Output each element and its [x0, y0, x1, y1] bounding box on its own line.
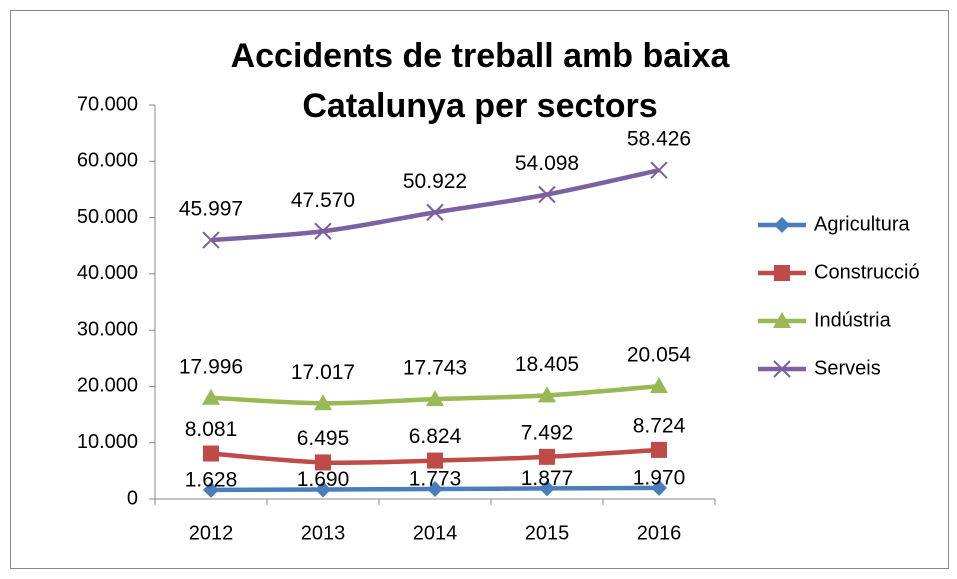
marker-shape	[773, 360, 791, 378]
chart-title: Accidents de treball amb baixa Catalunya …	[231, 37, 731, 125]
marker-shape	[202, 388, 220, 405]
marker	[538, 386, 556, 403]
data-label: 50.922	[403, 170, 467, 193]
marker-shape	[315, 481, 331, 498]
data-label: 7.492	[521, 421, 574, 444]
legend-label: Serveis	[814, 357, 881, 379]
marker	[650, 377, 668, 394]
data-label: 45.997	[179, 198, 243, 221]
marker	[314, 394, 332, 411]
data-label: 6.495	[297, 427, 350, 450]
data-label: 6.824	[409, 425, 462, 448]
marker	[314, 222, 332, 240]
marker	[202, 231, 220, 249]
legend-label: Indústria	[814, 309, 892, 331]
marker-shape	[426, 203, 444, 222]
y-tick-label: 0	[127, 487, 138, 509]
marker-shape	[538, 185, 556, 204]
marker	[773, 312, 791, 328]
marker-shape	[539, 480, 555, 497]
data-label: 1.877	[521, 467, 574, 490]
marker	[202, 388, 220, 405]
marker	[203, 445, 219, 462]
marker-shape	[651, 479, 667, 496]
x-tick-label: 2013	[301, 522, 346, 544]
data-label: 8.724	[633, 414, 686, 437]
marker	[427, 452, 443, 469]
marker-shape	[427, 452, 443, 469]
x-tick-label: 2012	[189, 522, 234, 544]
marker-shape	[203, 481, 219, 498]
data-label: 1.690	[297, 468, 350, 491]
y-tick-label: 70.000	[77, 93, 138, 115]
marker	[651, 441, 667, 458]
marker	[427, 481, 443, 498]
chart-border	[10, 10, 949, 569]
marker-shape	[538, 386, 556, 403]
marker	[315, 481, 331, 498]
marker	[650, 161, 668, 179]
marker-shape	[427, 481, 443, 498]
y-tick-label: 30.000	[77, 318, 138, 340]
marker	[426, 390, 444, 407]
marker	[538, 185, 556, 204]
data-label: 17.743	[403, 357, 467, 380]
data-label: 47.570	[291, 189, 355, 212]
x-tick-label: 2016	[637, 522, 682, 544]
data-label: 17.996	[179, 355, 243, 378]
data-label: 1.628	[185, 468, 238, 491]
y-tick-label: 10.000	[77, 431, 138, 453]
data-label: 58.426	[627, 128, 691, 151]
x-tick-label: 2014	[413, 522, 458, 544]
marker	[539, 448, 555, 465]
marker-shape	[774, 265, 790, 281]
y-tick-label: 50.000	[77, 206, 138, 228]
data-label: 18.405	[515, 353, 579, 376]
marker	[426, 203, 444, 222]
legend-label: Agricultura	[814, 213, 910, 235]
marker	[774, 217, 790, 233]
x-tick-label: 2015	[525, 522, 570, 544]
marker-shape	[314, 222, 332, 240]
y-tick-label: 40.000	[77, 262, 138, 284]
marker-shape	[426, 390, 444, 407]
marker	[774, 265, 790, 281]
marker-shape	[539, 448, 555, 465]
data-label: 20.054	[627, 344, 692, 367]
marker	[539, 480, 555, 497]
data-label: 17.017	[291, 361, 355, 384]
marker-shape	[773, 312, 791, 328]
marker-shape	[203, 445, 219, 462]
y-tick-label: 20.000	[77, 375, 138, 397]
marker-shape	[202, 231, 220, 249]
marker-shape	[314, 394, 332, 411]
data-label: 8.081	[185, 418, 238, 441]
marker	[203, 481, 219, 498]
marker-shape	[774, 217, 790, 233]
marker-shape	[650, 161, 668, 179]
legend-label: Construcció	[814, 261, 920, 283]
data-label: 54.098	[515, 152, 579, 175]
data-label: 1.970	[633, 466, 686, 489]
marker	[773, 360, 791, 378]
marker-shape	[651, 441, 667, 458]
marker-shape	[315, 454, 331, 471]
marker-shape	[650, 377, 668, 394]
data-label: 1.773	[409, 468, 462, 491]
marker	[651, 479, 667, 496]
y-tick-label: 60.000	[77, 150, 138, 172]
marker	[315, 454, 331, 471]
